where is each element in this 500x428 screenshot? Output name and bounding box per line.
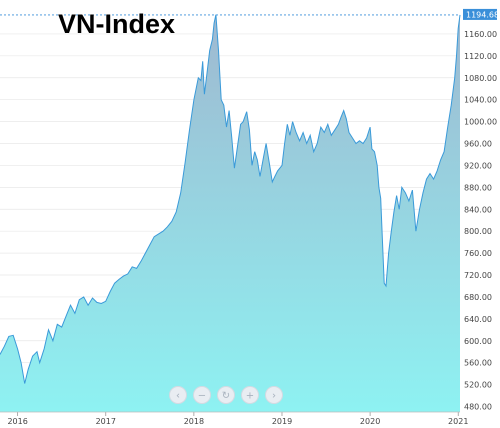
reset-zoom-button[interactable]: ↻ xyxy=(217,386,235,404)
zoom-out-circle[interactable] xyxy=(193,386,211,404)
scroll-right-circle[interactable] xyxy=(265,386,283,404)
scroll-left-button[interactable]: ‹ xyxy=(169,386,187,404)
y-tick-label: 880.00 xyxy=(464,183,492,192)
y-tick-label: 1000.00 xyxy=(464,118,497,127)
x-tick-label: 2017 xyxy=(96,417,116,426)
area-fill xyxy=(0,14,460,412)
scroll-right-icon: › xyxy=(272,391,276,402)
y-tick-label: 1040.00 xyxy=(464,96,497,105)
scroll-left-icon: ‹ xyxy=(176,391,180,402)
y-tick-label: 840.00 xyxy=(464,205,492,214)
y-tick-label: 600.00 xyxy=(464,337,492,346)
x-axis: 2016 2017 2018 2019 2020 2021 xyxy=(0,411,468,426)
y-tick-label: 760.00 xyxy=(464,249,492,258)
zoom-in-icon: + xyxy=(246,391,254,402)
y-tick-label: 920.00 xyxy=(464,161,492,170)
y-tick-label: 480.00 xyxy=(464,403,492,412)
zoom-in-button[interactable]: + xyxy=(241,386,259,404)
chart-navigation: ‹ − ↻ + › xyxy=(169,386,283,404)
y-tick-label: 1160.00 xyxy=(464,30,497,39)
y-tick-label: 640.00 xyxy=(464,315,492,324)
scroll-left-circle[interactable] xyxy=(169,386,187,404)
y-tick-label: 1120.00 xyxy=(464,52,497,61)
x-tick-label: 2018 xyxy=(184,417,204,426)
y-tick-label: 720.00 xyxy=(464,271,492,280)
zoom-out-button[interactable]: − xyxy=(193,386,211,404)
y-tick-label: 520.00 xyxy=(464,381,492,390)
last-value-badge: 1194.68 xyxy=(463,8,499,20)
y-tick-label: 960.00 xyxy=(464,140,492,149)
chart-title: VN-Index xyxy=(58,9,175,39)
series-line xyxy=(0,14,461,384)
y-axis: 480.00 520.00 560.00 600.00 640.00 680.00 720.… xyxy=(464,30,497,412)
x-tick-label: 2016 xyxy=(7,417,27,426)
x-tick-label: 2020 xyxy=(360,417,380,426)
x-tick-label: 2021 xyxy=(448,417,468,426)
y-tick-label: 1080.00 xyxy=(464,74,497,83)
last-value-label: 1194.68 xyxy=(466,10,499,19)
reset-zoom-icon: ↻ xyxy=(222,391,230,402)
scroll-right-button[interactable]: › xyxy=(265,386,283,404)
x-tick-label: 2019 xyxy=(272,417,292,426)
zoom-in-circle[interactable] xyxy=(241,386,259,404)
zoom-out-icon: − xyxy=(198,391,206,402)
y-tick-label: 560.00 xyxy=(464,359,492,368)
y-tick-label: 680.00 xyxy=(464,293,492,302)
reset-zoom-circle[interactable] xyxy=(217,386,235,404)
y-tick-label: 800.00 xyxy=(464,227,492,236)
